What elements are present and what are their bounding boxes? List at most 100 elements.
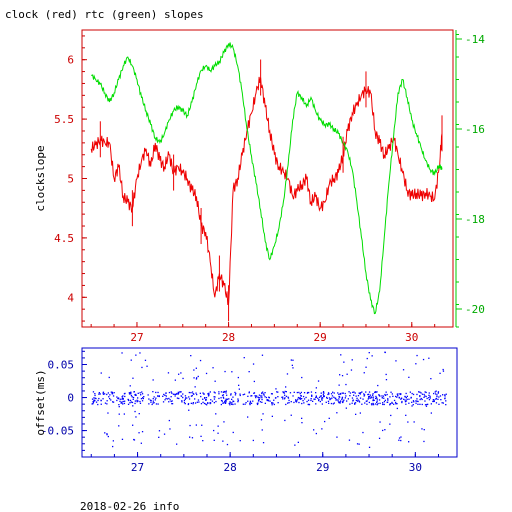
offset-point [107, 412, 109, 414]
offset-point [129, 385, 131, 387]
offset-point [330, 393, 333, 395]
offset-point [163, 433, 166, 435]
offset-point [423, 396, 425, 398]
offset-point [419, 395, 421, 397]
offset-point [302, 400, 304, 402]
offset-point [284, 390, 286, 393]
offset-point [397, 393, 399, 395]
offset-point [341, 397, 343, 399]
x-tick-label: 30 [409, 461, 422, 474]
offset-point [146, 365, 148, 367]
offset-point [230, 394, 232, 396]
offset-point [301, 398, 303, 400]
offset-point [180, 395, 183, 397]
offset-point [314, 398, 316, 400]
offset-point [375, 397, 377, 400]
offset-point [98, 393, 100, 395]
offset-point [419, 391, 421, 393]
y2-tick-label: -16 [465, 123, 485, 136]
offset-point [295, 401, 298, 403]
offset-point [258, 398, 260, 401]
offset-point [129, 402, 131, 404]
offset-point [210, 399, 212, 401]
offset-point [373, 399, 375, 401]
offset-point [338, 396, 340, 398]
offset-point [121, 398, 123, 400]
offset-point [92, 401, 95, 404]
offset-point [365, 400, 367, 402]
offset-point [282, 391, 285, 394]
offset-point [111, 393, 114, 395]
offset-point [99, 393, 101, 395]
offset-point [361, 391, 363, 393]
offset-point [269, 400, 271, 402]
offset-point [132, 405, 134, 407]
offset-point [168, 391, 171, 394]
offset-point [340, 400, 342, 402]
x-tick-label: 27 [130, 331, 143, 344]
offset-point [277, 402, 279, 404]
offset-point [439, 395, 442, 397]
offset-point [226, 443, 229, 446]
offset-point [245, 402, 247, 404]
offset-point [308, 403, 310, 406]
offset-point [252, 439, 254, 442]
offset-point [434, 391, 436, 393]
offset-point [404, 401, 407, 403]
offset-point [152, 379, 154, 381]
offset-point [442, 370, 445, 372]
offset-point [306, 392, 309, 394]
offset-point [436, 395, 438, 398]
offset-point [411, 405, 413, 407]
offset-point [428, 357, 430, 359]
offset-point [442, 402, 444, 404]
offset-point [408, 398, 410, 400]
offset-point [384, 429, 386, 431]
offset-point [292, 395, 294, 397]
offset-point [121, 401, 123, 403]
offset-point [118, 413, 120, 415]
offset-point [413, 401, 415, 403]
offset-point [231, 402, 233, 404]
offset-point [167, 372, 170, 374]
offset-point [343, 399, 345, 401]
offset-point [306, 400, 308, 403]
offset-point [98, 392, 100, 394]
offset-point [178, 397, 180, 400]
x-tick-label: 28 [224, 461, 237, 474]
offset-point [283, 392, 285, 394]
offset-point [291, 364, 293, 366]
offset-point [112, 440, 114, 442]
offset-point [301, 402, 303, 405]
offset-point [398, 439, 400, 441]
offset-point [340, 354, 342, 356]
offset-point [231, 398, 233, 400]
offset-point [113, 392, 115, 394]
offset-point [299, 398, 301, 400]
offset-point [385, 391, 387, 393]
offset-point [171, 392, 173, 394]
offset-point [234, 403, 236, 405]
offset-point [410, 396, 412, 399]
offset-point [194, 402, 197, 404]
offset-point [284, 397, 286, 399]
offset-point [100, 403, 102, 405]
offset-point [92, 391, 95, 393]
offset-point [359, 393, 361, 395]
offset-point [315, 396, 317, 398]
offset-point [331, 397, 333, 399]
offset-point [338, 393, 340, 396]
offset-point [204, 397, 206, 399]
offset-point [189, 436, 191, 438]
offset-point [382, 402, 384, 404]
offset-plot-frame [81, 347, 458, 458]
offset-point [177, 392, 180, 394]
offset-point [224, 370, 226, 373]
offset-point [247, 416, 249, 418]
offset-point [370, 396, 372, 398]
offset-point [368, 401, 370, 404]
offset-point [102, 391, 105, 393]
offset-point [166, 398, 169, 400]
offset-point [413, 421, 415, 423]
offset-point [111, 391, 113, 393]
